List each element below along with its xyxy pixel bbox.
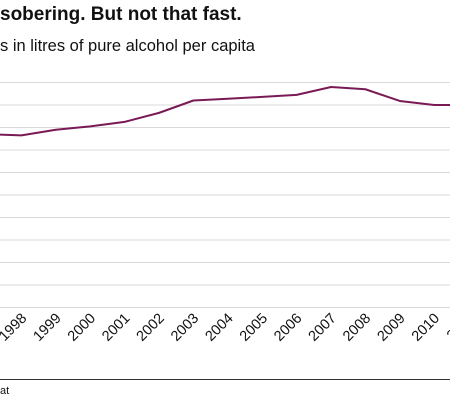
x-tick-label: 2008 xyxy=(340,311,374,345)
x-tick-label: 2011 xyxy=(444,311,450,344)
series-layer xyxy=(0,86,450,137)
x-tick-label: 2001 xyxy=(99,311,133,345)
x-tick-label: 2004 xyxy=(202,311,236,345)
x-axis-tick-labels: 1997199819992000200120022003200420052006… xyxy=(0,311,450,345)
x-tick-label: 2006 xyxy=(271,311,305,345)
series-line xyxy=(0,86,450,137)
x-tick-label: 2005 xyxy=(237,311,271,345)
x-tick-label: 2000 xyxy=(65,311,99,345)
footer-divider xyxy=(0,379,450,380)
x-tick-label: 2003 xyxy=(168,311,202,345)
chart-title: sobering. But not that fast. xyxy=(0,4,242,25)
x-tick-label: 1999 xyxy=(30,311,64,345)
x-tick-label: 1998 xyxy=(0,311,30,345)
x-tick-label: 2010 xyxy=(409,311,443,345)
source-note: at xyxy=(0,385,10,397)
gridlines xyxy=(0,82,450,308)
chart-subtitle: s in litres of pure alcohol per capita xyxy=(0,37,255,55)
x-tick-label: 2002 xyxy=(134,311,168,345)
x-tick-label: 2009 xyxy=(374,311,408,345)
x-tick-label: 2007 xyxy=(306,311,340,345)
